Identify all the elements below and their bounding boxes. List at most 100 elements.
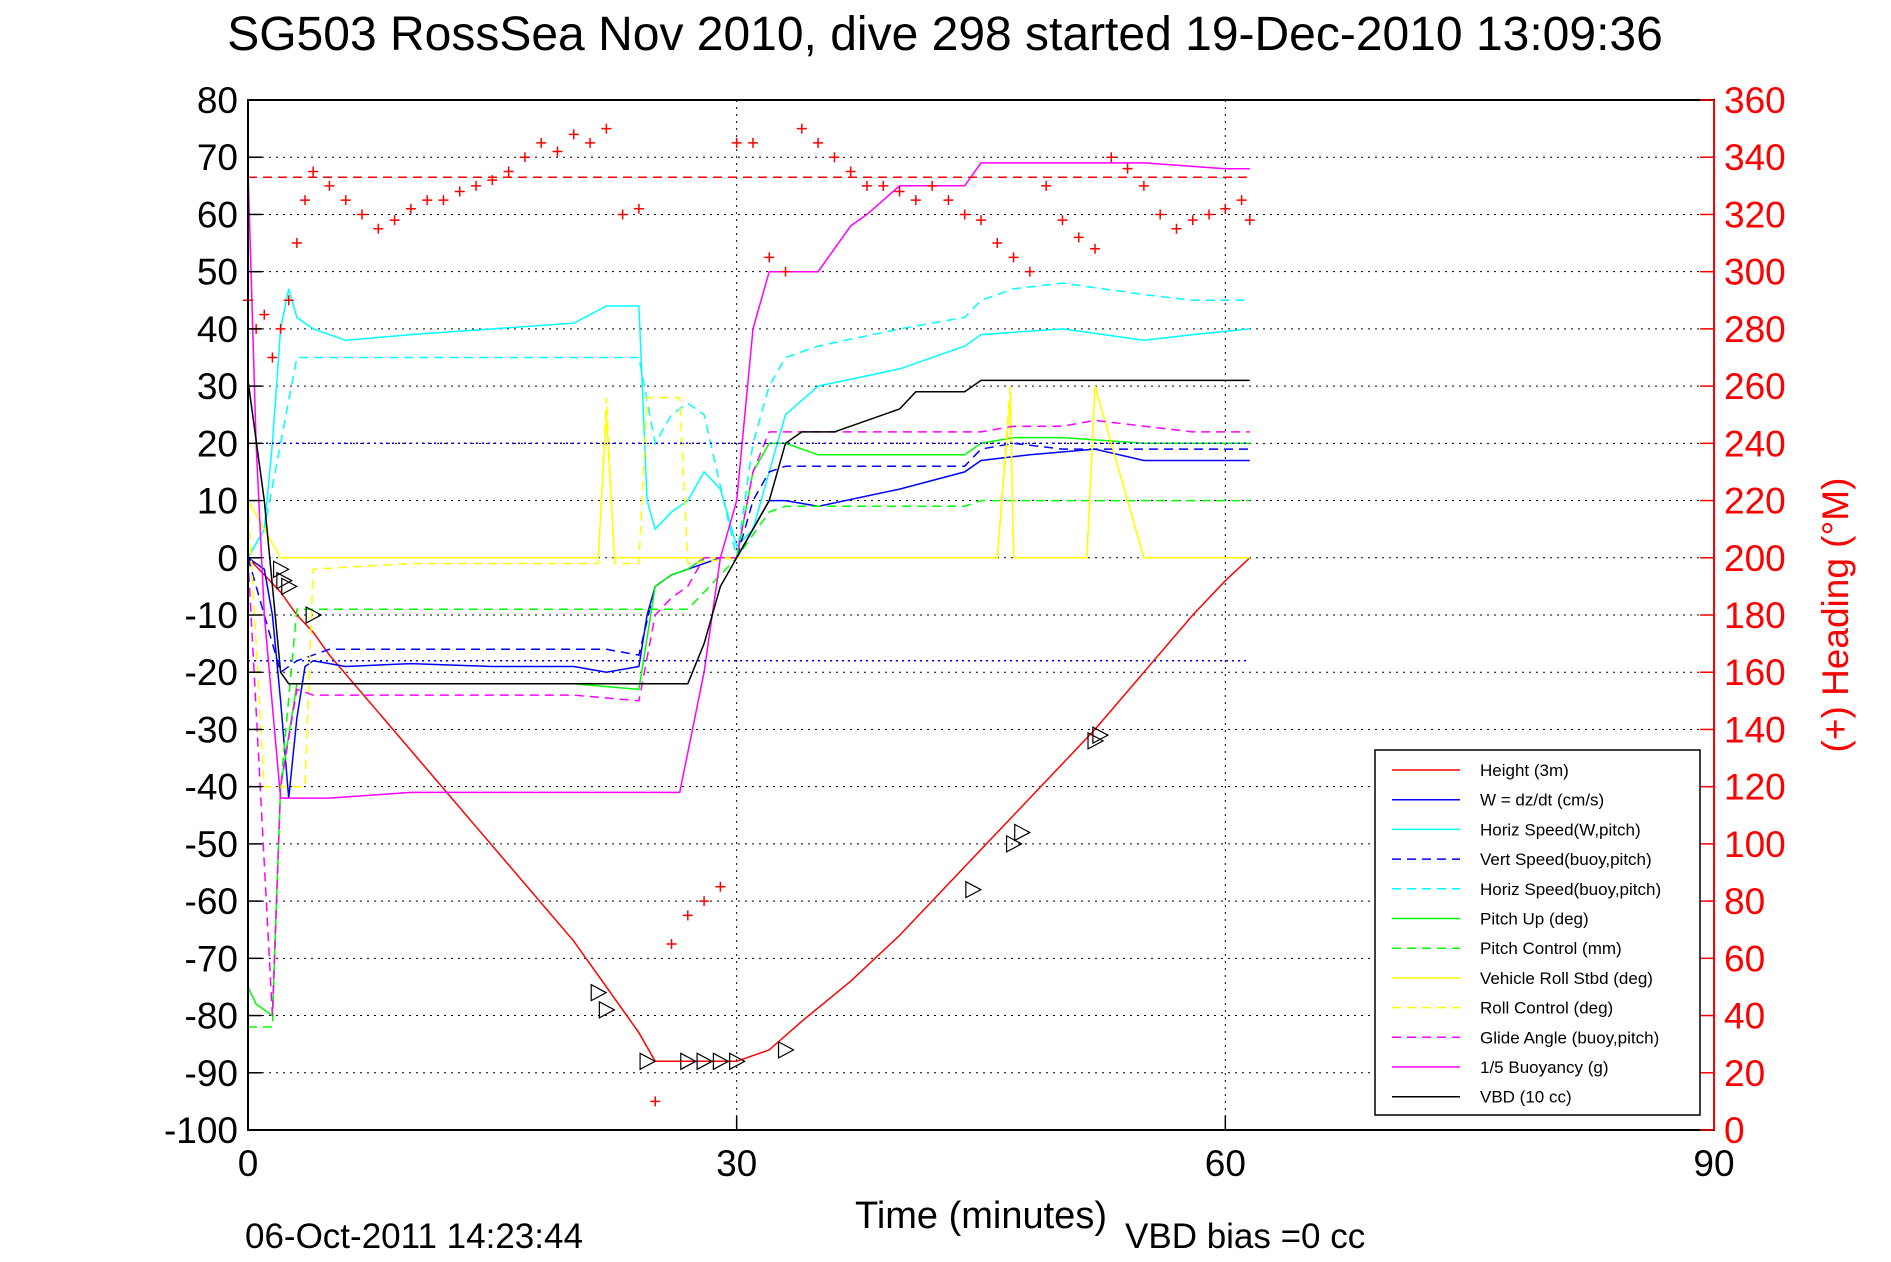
y-tick-label: -30 (185, 709, 238, 750)
y-right-tick-label: 260 (1724, 366, 1786, 407)
triangle-marker (590, 983, 608, 1002)
y-tick-label: -60 (185, 881, 238, 922)
legend-label: VBD (10 cc) (1480, 1088, 1572, 1107)
heading-point (780, 266, 791, 277)
heading-point (650, 1096, 661, 1107)
y-tick-label: -20 (185, 652, 238, 693)
tick-layer: 0 30 60 9080706050403020100-10-20-30-40-50-… (164, 80, 1786, 1184)
y-right-tick-label: 100 (1724, 824, 1786, 865)
y-right-tick-label: 60 (1724, 938, 1765, 979)
heading-point (519, 152, 530, 163)
heading-point (1244, 215, 1255, 226)
heading-point (308, 166, 319, 177)
y-right-tick-label: 140 (1724, 709, 1786, 750)
x-tick-label: 30 (716, 1143, 757, 1184)
y-right-tick-label: 0 (1724, 1110, 1745, 1151)
legend-label: Vehicle Roll Stbd (deg) (1480, 969, 1653, 988)
legend-label: Horiz Speed(W,pitch) (1480, 820, 1641, 839)
heading-point (503, 166, 514, 177)
legend: Height (3m) W = dz/dt (cm/s) Horiz Speed(W… (1374, 749, 1701, 1116)
y-right-tick-label: 160 (1724, 652, 1786, 693)
heading-point (764, 252, 775, 263)
y-right-tick-label: 80 (1724, 881, 1765, 922)
heading-point (1024, 266, 1035, 277)
series-line (247, 385, 1250, 788)
heading-point (438, 195, 449, 206)
chart-title: SG503 RossSea Nov 2010, dive 298 started… (227, 8, 1663, 61)
y-tick-label: 0 (217, 538, 238, 579)
triangle-marker (965, 880, 983, 899)
triangle-marker (1005, 834, 1023, 853)
y-tick-label: 20 (197, 423, 238, 464)
heading-point (585, 137, 596, 148)
heading-point (813, 137, 824, 148)
y-right-tick-label: 20 (1724, 1053, 1765, 1094)
footer-note: VBD bias =0 cc (1125, 1217, 1365, 1256)
heading-point (373, 223, 384, 234)
heading-point (324, 180, 335, 191)
legend-label: Height (3m) (1480, 761, 1569, 780)
heading-point (454, 186, 465, 197)
heading-point (405, 203, 416, 214)
heading-point (666, 939, 677, 950)
heading-point (617, 209, 628, 220)
heading-point (340, 195, 351, 206)
heading-point (731, 137, 742, 148)
heading-point (1106, 152, 1117, 163)
heading-point (1155, 209, 1166, 220)
heading-point (536, 137, 547, 148)
heading-point (568, 129, 579, 140)
triangle-marker (729, 1052, 746, 1071)
triangle-marker (305, 606, 323, 624)
y-tick-label: -50 (185, 824, 238, 865)
heading-point (275, 323, 286, 334)
heading-point (861, 180, 872, 191)
x-tick-label: 60 (1205, 1143, 1246, 1184)
legend-label: W = dz/dt (cm/s) (1480, 791, 1604, 810)
series-line (247, 162, 1250, 799)
y-right-tick-label: 300 (1724, 252, 1786, 293)
series-layer (243, 123, 1255, 1107)
heading-point (976, 215, 986, 226)
heading-point (1090, 243, 1101, 254)
x-axis-title: Time (minutes) (855, 1195, 1107, 1237)
heading-point (796, 123, 807, 134)
heading-point (389, 215, 400, 226)
heading-point (1204, 209, 1215, 220)
series-line (247, 379, 1250, 685)
legend-label: Horiz Speed(buoy,pitch) (1480, 880, 1661, 899)
series-line (247, 557, 1251, 1063)
triangle-marker (272, 560, 290, 579)
triangle-marker (281, 577, 298, 596)
series-line (247, 436, 1250, 1018)
heading-point (267, 352, 278, 363)
y-tick-label: 10 (197, 481, 238, 522)
heading-point (1008, 252, 1019, 263)
y-right-tick-label: 320 (1724, 194, 1786, 235)
x-tick-label: 90 (1693, 1143, 1734, 1184)
heading-point (633, 203, 644, 214)
series-line (247, 282, 1250, 559)
heading-point (943, 195, 954, 206)
series-line (247, 442, 1250, 674)
legend-label: Glide Angle (buoy,pitch) (1480, 1028, 1659, 1047)
x-tick-label: 0 (238, 1143, 259, 1184)
heading-point (715, 881, 726, 892)
triangle-marker (680, 1052, 698, 1071)
legend-label: 1/5 Buoyancy (g) (1480, 1058, 1609, 1077)
heading-point (1138, 180, 1149, 191)
heading-point (422, 195, 433, 206)
heading-point (747, 137, 758, 148)
heading-point (259, 309, 270, 320)
triangle-marker (598, 1000, 616, 1019)
heading-point (1122, 163, 1133, 174)
y-right-tick-label: 240 (1724, 423, 1786, 464)
heading-point (283, 295, 294, 306)
y-tick-label: 70 (197, 137, 238, 178)
heading-point (927, 180, 938, 191)
heading-point (1187, 215, 1198, 226)
y-tick-label: -90 (185, 1053, 238, 1094)
y-tick-label: -80 (185, 996, 238, 1037)
heading-point (291, 238, 302, 249)
